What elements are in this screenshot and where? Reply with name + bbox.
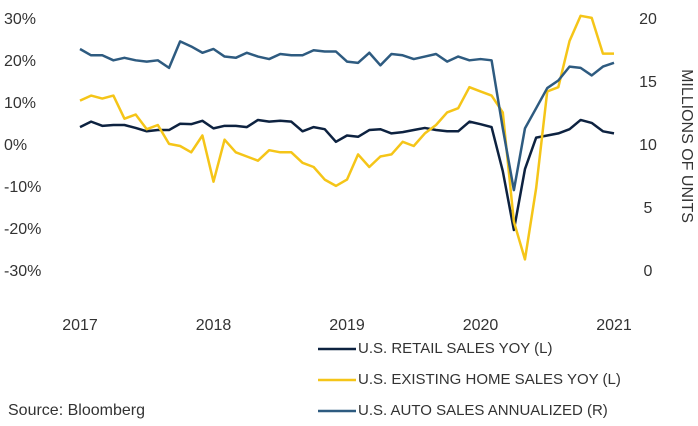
legend-label: U.S. RETAIL SALES YOY (L) [358,340,553,357]
y2-axis-label: MILLIONS OF UNITS [678,69,695,223]
y-tick-label: 10% [4,95,36,112]
x-tick-label: 2021 [596,317,632,334]
x-tick-label: 2018 [196,317,232,334]
y2-tick-label: 15 [639,74,657,91]
y-tick-label: -30% [4,263,41,280]
x-tick-label: 2019 [329,317,365,334]
y-tick-label: -20% [4,221,41,238]
y2-tick-label: 10 [639,137,657,154]
line-series [79,40,615,192]
y2-tick-label: 5 [644,200,653,217]
y2-tick-label: 0 [644,263,653,280]
y-tick-label: 20% [4,53,36,70]
x-tick-label: 2017 [62,317,98,334]
y-tick-label: 30% [4,11,36,28]
legend: U.S. RETAIL SALES YOY (L) U.S. EXISTING H… [318,340,621,419]
y-tick-label: -10% [4,179,41,196]
y-tick-label: 0% [4,137,27,154]
line-series [79,14,614,261]
legend-label: U.S. AUTO SALES ANNUALIZED (R) [358,402,608,419]
x-tick-label: 2020 [463,317,499,334]
source: Source: Bloomberg [8,402,145,419]
line-series [79,118,615,232]
y2-tick-label: 20 [639,11,657,28]
legend-label: U.S. EXISTING HOME SALES YOY (L) [358,371,621,388]
